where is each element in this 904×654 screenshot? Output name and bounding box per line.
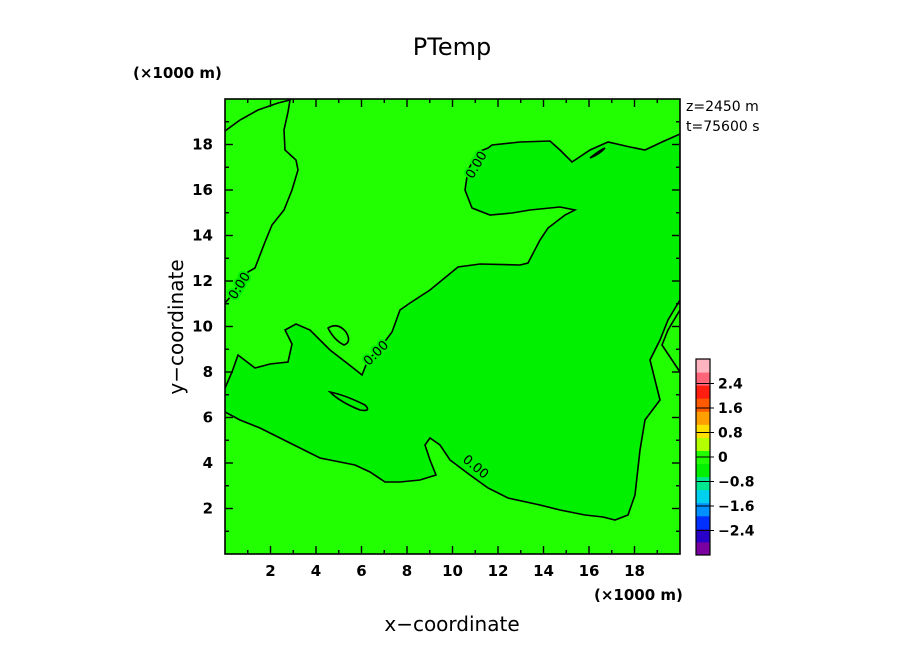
x-tick-label: 2 xyxy=(265,562,275,580)
colorbar-tick-label: 1.6 xyxy=(718,401,743,417)
colorbar-segment xyxy=(696,372,710,386)
y-tick-label: 6 xyxy=(203,409,213,427)
x-tick-label: 18 xyxy=(624,562,645,580)
x-tick-label: 8 xyxy=(402,562,412,580)
x-tick-label: 6 xyxy=(356,562,366,580)
y-tick-label: 18 xyxy=(192,136,213,154)
contour-island-2 xyxy=(327,390,369,412)
field-fill-negative xyxy=(225,134,680,520)
colorbar-tick-label: −0.8 xyxy=(718,475,755,491)
info-z: z=2450 m xyxy=(686,99,759,115)
y-tick-label: 4 xyxy=(203,454,213,472)
x-tick-label: 4 xyxy=(311,562,321,580)
colorbar-segment xyxy=(696,528,710,543)
y-axis-label: y−coordinate xyxy=(164,259,188,394)
colorbar-segment xyxy=(696,476,710,491)
x-tick-label: 16 xyxy=(579,562,600,580)
y-tick-label: 16 xyxy=(192,181,213,199)
colorbar-tick-label: 2.4 xyxy=(718,377,743,393)
contour-lower xyxy=(225,299,680,521)
y-tick-label: 8 xyxy=(203,363,213,381)
chart-title: PTemp xyxy=(413,33,491,61)
info-t: t=75600 s xyxy=(686,119,760,135)
colorbar-segment xyxy=(696,489,710,504)
x-unit-label: (×1000 m) xyxy=(594,586,683,604)
y-tick-label: 14 xyxy=(192,227,213,245)
contour-island-3 xyxy=(589,147,606,159)
x-tick-label: 10 xyxy=(442,562,463,580)
colorbar-segment xyxy=(696,411,710,425)
colorbar-segment xyxy=(696,398,710,412)
colorbar-segment xyxy=(696,437,710,451)
y-tick-label: 10 xyxy=(192,318,213,336)
contour-lines xyxy=(225,99,680,521)
colorbar-segment xyxy=(696,541,710,556)
x-tick-label: 12 xyxy=(488,562,509,580)
colorbar-segment xyxy=(696,463,710,478)
colorbar-tick-label: −1.6 xyxy=(718,499,755,515)
colorbar: 2.4 1.6 0.8 0 −0.8 −1.6 −2.4 xyxy=(695,358,755,556)
x-axis-label: x−coordinate xyxy=(384,612,519,636)
y-unit-label: (×1000 m) xyxy=(133,64,222,82)
contour-island-1 xyxy=(326,324,350,346)
colorbar-segment xyxy=(696,424,710,438)
colorbar-segment xyxy=(696,502,710,517)
colorbar-tick-label: 0 xyxy=(718,450,728,466)
colorbar-segment xyxy=(696,515,710,530)
y-tick-label: 12 xyxy=(192,272,213,290)
x-tick-label: 14 xyxy=(533,562,554,580)
contour-right-edge xyxy=(661,309,680,373)
colorbar-segment xyxy=(696,359,710,373)
y-tick-label: 2 xyxy=(203,500,213,518)
x-axis: 2 4 6 8 10 12 14 16 18 xyxy=(247,99,658,580)
colorbar-segment xyxy=(696,385,710,399)
plot-area: 0.00 0.00 0.00 0.00 xyxy=(225,99,680,554)
y-axis: 2 4 6 8 10 12 14 16 18 xyxy=(192,121,680,532)
colorbar-tick-label: 0.8 xyxy=(718,426,743,442)
colorbar-tick-label: −2.4 xyxy=(718,524,755,540)
contour-main xyxy=(225,133,680,389)
contour-upper-left xyxy=(225,99,299,304)
